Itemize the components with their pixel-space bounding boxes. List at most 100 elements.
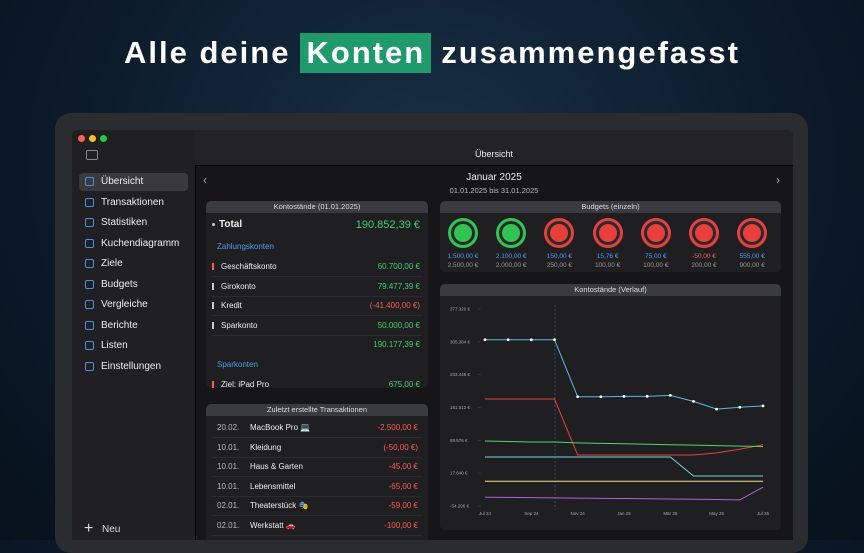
item-icon <box>85 238 94 248</box>
window-title: Übersicht <box>474 149 513 159</box>
item-label: Statistiken <box>101 217 148 228</box>
y-tick-label: -54.296 € <box>450 504 470 509</box>
account-name: Girokonto <box>221 281 256 291</box>
y-tick-label: 377.320 € <box>450 307 471 312</box>
transaction-row[interactable]: 02.01. Werkstatt 🚗 -100,00 € <box>212 516 422 536</box>
item-icon <box>85 259 94 268</box>
y-tick-label: 161.512 € <box>450 405 471 410</box>
sidebar-item[interactable]: Ziele <box>79 255 188 273</box>
close-button[interactable] <box>78 135 85 142</box>
transaction-amount: -45,00 € <box>388 462 418 471</box>
transaction-row[interactable]: 10.01. Kleidung (-50,00 €) <box>212 438 422 458</box>
prev-button[interactable]: ‹ <box>203 173 207 187</box>
plus-icon: + <box>84 520 94 537</box>
item-icon <box>85 177 94 186</box>
transaction-row[interactable]: 20.02. MacBook Pro 💻 -2.500,00 € <box>212 418 422 438</box>
series-line <box>485 398 764 456</box>
item-label: Listen <box>101 340 128 351</box>
sidebar-item[interactable]: Budgets <box>79 276 188 294</box>
headline-highlight: Konten <box>300 33 432 73</box>
account-balance: 675,00 € <box>388 380 420 388</box>
minimize-button[interactable] <box>89 135 96 142</box>
account-marker <box>212 302 214 309</box>
transaction-date: 10.01. <box>217 442 240 452</box>
section-title: Sparkonten <box>217 360 258 369</box>
account-balance: 79.477,39 € <box>377 281 420 291</box>
transaction-amount: -59,00 € <box>388 501 418 510</box>
point <box>529 338 533 342</box>
account-name: Ziel: iPad Pro <box>221 380 270 388</box>
sidebar-item[interactable]: Listen <box>79 337 188 355</box>
account-row[interactable]: Kredit (-41.400,00 €) <box>212 296 422 316</box>
item-label: Einstellungen <box>101 360 162 372</box>
account-row[interactable]: Geschäftskonto 60.700,00 € <box>212 257 422 277</box>
account-balance: 60.700,00 € <box>377 262 420 271</box>
transaction-date: 02.01. <box>217 501 240 510</box>
panel-header: Budgets (einzeln) <box>440 201 781 213</box>
y-tick-label: 89.576 € <box>450 438 468 443</box>
point <box>506 338 510 342</box>
transaction-name: Haus & Garten <box>250 462 303 471</box>
budget-limit: 250,00 € <box>546 262 573 269</box>
point <box>553 338 556 342</box>
budget-spent: 2.100,00 € <box>495 253 527 260</box>
transaction-row[interactable]: 10.01. Lebensmittel -65,00 € <box>212 477 422 497</box>
account-name: Geschäftskonto <box>221 262 277 271</box>
budget-icon <box>646 224 665 242</box>
transaction-row[interactable]: 10.01. Haus & Garten -45,00 € <box>212 457 422 477</box>
period-range: 01.01.2025 bis 31.01.2025 <box>449 186 539 195</box>
x-tick-label: Jan 25 <box>617 511 631 516</box>
point <box>715 407 719 411</box>
item-icon <box>85 361 94 371</box>
sidebar-item[interactable]: Statistiken <box>79 214 188 232</box>
section-title: Zahlungskonten <box>217 242 274 251</box>
sidebar-item[interactable]: Übersicht <box>79 173 188 191</box>
x-tick-label: Jul 24 <box>479 511 492 516</box>
point <box>483 338 487 342</box>
point <box>692 399 695 403</box>
zoom-button[interactable] <box>100 135 107 142</box>
account-marker <box>212 381 214 388</box>
item-label: Vergleiche <box>101 299 148 310</box>
new-button[interactable]: Neu <box>102 524 121 535</box>
item-label: Transaktionen <box>101 196 164 208</box>
transaction-row[interactable]: 02.01. Theaterstück 🎭 -59,00 € <box>212 496 422 516</box>
account-row[interactable]: Ziel: iPad Pro 675,00 € <box>212 375 422 388</box>
budget-icon <box>743 224 762 242</box>
account-row[interactable]: Girokonto 79.477,39 € <box>212 277 422 297</box>
sidebar-item[interactable]: Kuchendiagramm <box>79 235 188 253</box>
transaction-amount: (-50,00 €) <box>383 442 418 452</box>
transaction-date: 02.01. <box>217 520 240 530</box>
titlebar: Übersicht <box>195 130 793 166</box>
total-label: Total <box>219 219 243 230</box>
item-icon <box>85 341 94 350</box>
budget-spent: 555,00 € <box>739 253 765 260</box>
y-tick-label: 305.384 € <box>450 339 471 344</box>
sidebar-item[interactable]: Berichte <box>79 317 188 335</box>
account-balance: (-41.400,00 €) <box>369 301 420 310</box>
transaction-name: MacBook Pro 💻 <box>250 423 311 432</box>
transactions-panel: Zuletzt erstellte Transaktionen 20.02. Ma… <box>206 404 428 540</box>
item-icon <box>85 279 94 289</box>
sidebar-item[interactable]: Vergleiche <box>79 296 188 314</box>
transaction-date: 10.01. <box>217 481 240 491</box>
x-tick-label: May 25 <box>709 511 724 516</box>
transaction-amount: -2.500,00 € <box>377 423 418 432</box>
budget-spent: 75,00 € <box>644 253 667 260</box>
budget-ring <box>737 218 768 248</box>
item-label: Kuchendiagramm <box>101 237 180 249</box>
period-month: Januar 2025 <box>466 172 522 183</box>
next-button[interactable]: › <box>776 173 780 187</box>
point <box>599 395 603 399</box>
balances-panel: Kontostände (01.01.2025) Total 190.852,39… <box>206 201 428 388</box>
sidebar-item[interactable]: Transaktionen <box>79 194 188 212</box>
budget-spent: 15,76 € <box>596 253 619 260</box>
y-tick-label: 233.448 € <box>450 372 471 377</box>
series-line <box>484 486 764 501</box>
chart: -54.296 € 17.640 € 89.576 € 161.512 € 233.44… <box>450 305 769 516</box>
sidebar-toggle[interactable] <box>86 150 98 160</box>
sidebar-item[interactable]: Einstellungen <box>79 358 188 376</box>
budget-spent: 150,00 € <box>546 253 573 260</box>
account-row[interactable]: Sparkonto 50.000,00 € <box>212 316 422 336</box>
